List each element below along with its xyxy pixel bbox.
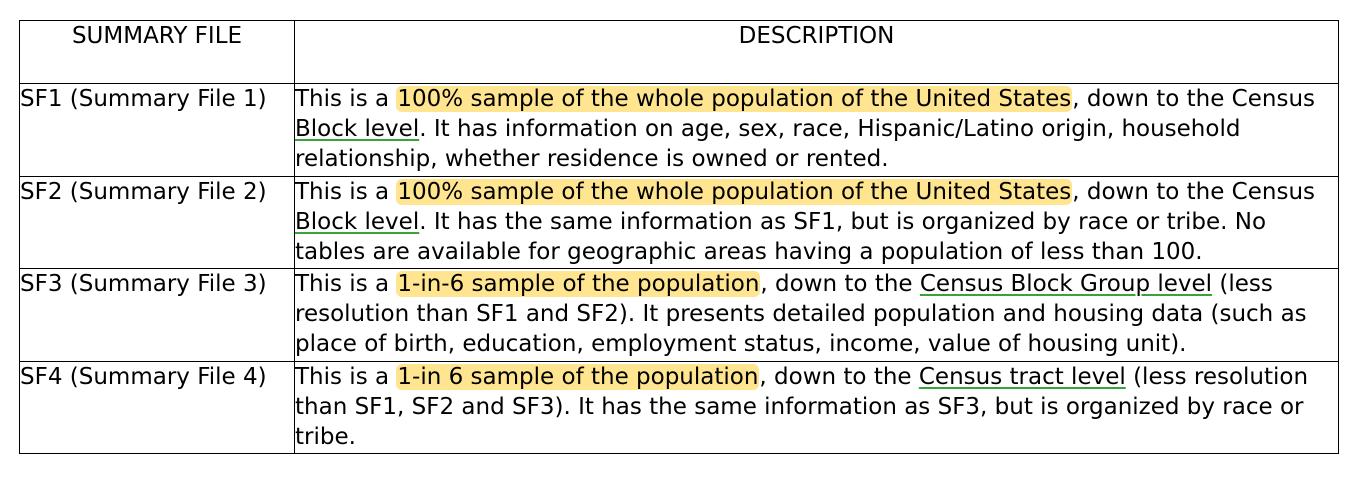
underlined-level-text: Block level (295, 116, 420, 142)
underlined-level-text: Census Block Group level (919, 271, 1213, 297)
header-row: SUMMARY FILE DESCRIPTION (19, 20, 1339, 84)
description-mid: , down to the (759, 364, 919, 390)
description-rest: (less resolution than SF1 and SF2). It p… (295, 271, 1307, 357)
highlighted-sample-text: 100% sample of the whole population of t… (396, 179, 1073, 205)
header-description: DESCRIPTION (294, 20, 1339, 84)
highlighted-sample-text: 100% sample of the whole population of t… (396, 86, 1073, 112)
description-mid: , down to the Census (1072, 179, 1316, 205)
underlined-level-text: Block level (295, 209, 420, 235)
summary-file-name: SF4 (Summary File 4) (20, 364, 267, 390)
table-row: SF4 (Summary File 4) This is a 1-in 6 sa… (19, 361, 1339, 454)
summary-file-name: SF2 (Summary File 2) (20, 179, 267, 205)
header-summary-file: SUMMARY FILE (19, 20, 295, 84)
description-prefix: This is a (295, 271, 397, 297)
description-cell: This is a 1-in 6 sample of the populatio… (294, 361, 1339, 454)
summary-file-name: SF3 (Summary File 3) (20, 271, 267, 297)
description-rest: . It has the same information as SF1, bu… (295, 209, 1267, 265)
underlined-level-text: Census tract level (918, 364, 1126, 390)
summary-file-cell: SF3 (Summary File 3) (19, 268, 295, 362)
summary-file-name: SF1 (Summary File 1) (20, 86, 267, 112)
table-row: SF1 (Summary File 1) This is a 100% samp… (19, 83, 1339, 177)
summary-file-cell: SF1 (Summary File 1) (19, 83, 295, 177)
description-prefix: This is a (295, 364, 397, 390)
description-mid: , down to the (760, 271, 920, 297)
description-rest: (less resolution than SF1, SF2 and SF3).… (295, 364, 1309, 450)
highlighted-sample-text: 1-in 6 sample of the population (396, 364, 760, 390)
description-prefix: This is a (295, 179, 397, 205)
description-rest: . It has information on age, sex, race, … (295, 116, 1241, 172)
summary-file-cell: SF4 (Summary File 4) (19, 361, 295, 454)
summary-file-cell: SF2 (Summary File 2) (19, 176, 295, 269)
description-prefix: This is a (295, 86, 397, 112)
description-cell: This is a 1-in-6 sample of the populatio… (294, 268, 1339, 362)
table-row: SF3 (Summary File 3) This is a 1-in-6 sa… (19, 268, 1339, 362)
census-summary-table: SUMMARY FILE DESCRIPTION SF1 (Summary Fi… (19, 20, 1339, 454)
highlighted-sample-text: 1-in-6 sample of the population (396, 271, 761, 297)
description-cell: This is a 100% sample of the whole popul… (294, 176, 1339, 269)
table-row: SF2 (Summary File 2) This is a 100% samp… (19, 176, 1339, 269)
description-mid: , down to the Census (1072, 86, 1316, 112)
description-cell: This is a 100% sample of the whole popul… (294, 83, 1339, 177)
